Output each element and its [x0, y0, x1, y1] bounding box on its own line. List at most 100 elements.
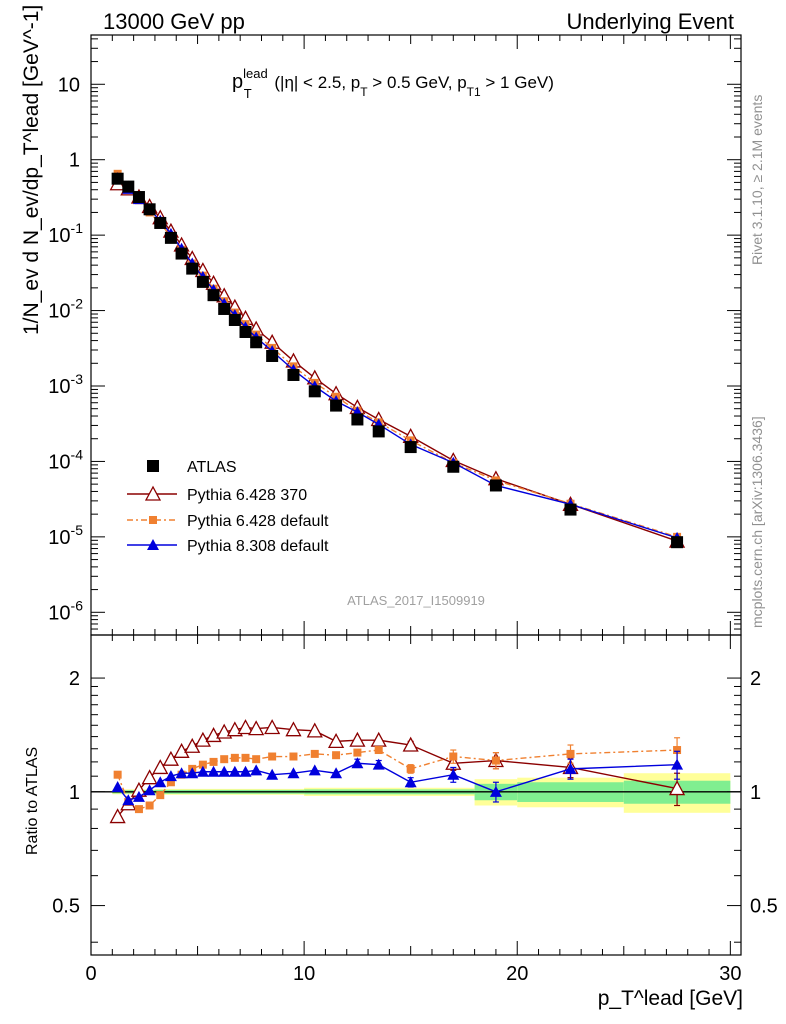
plot-title-sub: T — [244, 86, 252, 101]
main-point-atlas — [447, 460, 460, 473]
xlabel: p_T^lead [GeV] — [598, 987, 743, 1010]
plot-title-rest-a: (|η| < 2.5, p — [270, 73, 361, 92]
main-point-atlas — [196, 275, 209, 288]
plot-title-sub-c: T1 — [467, 85, 481, 99]
ratio-point-py6_def — [374, 746, 383, 755]
main-series-atlas — [111, 172, 684, 549]
ratio-point-py6_def — [268, 752, 277, 761]
main-ytick-label-0: 10-6 — [48, 597, 83, 624]
ratio-point-py8_def — [122, 794, 135, 806]
ratio-point-py6_370 — [264, 719, 281, 735]
ratio-ytick-label-right-0: 0.5 — [750, 896, 778, 918]
ratio-point-py6_def — [673, 746, 682, 755]
xtick-label-2: 20 — [506, 963, 528, 985]
main-point-atlas — [372, 425, 385, 438]
ratio-series — [109, 719, 686, 824]
ratio-point-py6_def — [113, 770, 122, 779]
header-left: 13000 GeV pp — [103, 9, 245, 34]
main-ytick-label-4: 10-2 — [48, 296, 83, 323]
ratio-point-py8_def — [266, 768, 279, 780]
main-ytick-label-3: 10-3 — [48, 371, 83, 398]
ratio-point-py8_def — [404, 776, 417, 788]
ylabel-main: 1/N_ev d N_ev/dp_T^lead [GeV^-1] — [20, 5, 43, 335]
ratio-point-py8_def — [330, 767, 343, 779]
main-point-atlas — [250, 336, 263, 349]
main-point-atlas — [564, 503, 577, 516]
plot-title-rest-c: > 1 GeV) — [481, 73, 554, 92]
legend-label-py8_def: Pythia 8.308 default — [187, 538, 329, 555]
main-point-atlas — [228, 313, 241, 326]
ratio-point-py6_def — [209, 757, 218, 766]
ratio-point-py8_def — [250, 764, 263, 776]
ratio-point-py6_370 — [402, 736, 419, 752]
ratio-ytick-label-right-1: 1 — [750, 782, 761, 804]
main-point-atlas — [122, 180, 135, 193]
main-point-atlas — [164, 231, 177, 244]
legend-marker-py6_370 — [144, 485, 162, 501]
ratio-point-py8_def — [228, 765, 241, 777]
main-point-atlas — [175, 247, 188, 260]
legend-item-py6_def: Pythia 6.428 default — [127, 513, 329, 530]
ratio-point-py8_def — [186, 767, 199, 779]
ratio-point-py6_370 — [668, 780, 686, 796]
ratio-point-py8_def — [164, 770, 177, 782]
main-point-atlas — [239, 325, 252, 338]
ratio-point-py6_def — [353, 748, 362, 757]
main-point-atlas — [266, 349, 279, 362]
ratio-point-py6_370 — [327, 732, 345, 749]
main-ytick-label-7: 10 — [58, 74, 80, 96]
ratio-point-py6_370 — [306, 722, 323, 738]
ratio-point-py8_def — [489, 785, 502, 797]
ylabel-ratio: Ratio to ATLAS — [24, 747, 41, 855]
ratio-point-py6_def — [230, 753, 239, 762]
legend-label-py6_def: Pythia 6.428 default — [187, 513, 329, 530]
main-point-atlas — [143, 203, 156, 216]
ratio-point-py6_def — [145, 801, 154, 810]
main-point-atlas — [132, 191, 145, 204]
legend-marker-py6_def — [149, 516, 157, 524]
legend-label-atlas: ATLAS — [187, 459, 237, 476]
ratio-point-py8_def — [239, 765, 252, 777]
ratio-point-py8_def — [372, 758, 385, 770]
legend-marker-atlas — [147, 460, 159, 472]
ratio-point-py8_def — [132, 790, 145, 802]
plot-title-sub-b: T — [360, 85, 368, 99]
ratio-point-py8_def — [308, 764, 321, 776]
plot-title-sup: lead — [243, 66, 268, 81]
ratio-point-py6_370 — [285, 721, 302, 737]
ratio-point-py8_def — [287, 767, 300, 779]
legend-label-py6_370: Pythia 6.428 370 — [187, 487, 307, 504]
legend-item-atlas: ATLAS — [147, 459, 237, 476]
ratio-ytick-label-2: 2 — [69, 668, 80, 690]
ratio-series-py8_def — [111, 750, 684, 806]
ratio-point-py6_370 — [237, 719, 254, 735]
legend-marker-py8_def — [147, 539, 159, 550]
ratio-ytick-label-right-2: 2 — [750, 668, 761, 690]
ratio-point-py6_370 — [152, 759, 169, 775]
main-point-atlas — [308, 385, 321, 398]
ylabel-main-text: 1/N_ev d N_ev/dp_T^lead [GeV^-1] — [20, 5, 43, 335]
ratio-point-py6_def — [241, 753, 250, 762]
ratio-point-py6_def — [220, 755, 229, 764]
ratio-point-py6_370 — [248, 720, 265, 736]
main-point-atlas — [489, 479, 502, 492]
main-point-atlas — [207, 289, 220, 302]
ratio-point-py6_370 — [173, 742, 190, 758]
ratio-point-py8_def — [671, 758, 684, 770]
ratio-ytick-label-1: 1 — [69, 782, 80, 804]
ratio-point-py6_def — [134, 805, 143, 814]
main-point-atlas — [111, 172, 124, 185]
ratio-point-py6_370 — [162, 750, 180, 766]
ratio-point-py8_def — [196, 765, 209, 777]
plot-title-p: p — [232, 71, 243, 93]
legend-item-py6_370: Pythia 6.428 370 — [127, 485, 307, 504]
ratio-point-py8_def — [154, 776, 167, 788]
ratio-point-py6_370 — [109, 808, 126, 824]
ratio-band — [112, 773, 731, 813]
ratio-point-py6_def — [289, 752, 298, 761]
main-point-atlas — [351, 413, 364, 426]
xtick-label-0: 0 — [85, 963, 96, 985]
ratio-point-py6_def — [491, 756, 500, 765]
ratio-point-py6_def — [406, 764, 415, 773]
